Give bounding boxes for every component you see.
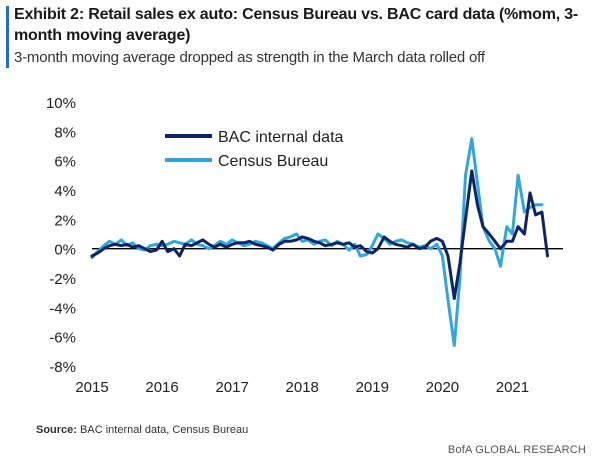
- y-tick-label: -8%: [49, 359, 76, 376]
- y-tick-label: -6%: [49, 330, 76, 347]
- y-tick-label: 2%: [54, 212, 76, 229]
- x-tick-label: 2015: [75, 379, 108, 396]
- brand-label: BofA GLOBAL RESEARCH: [447, 444, 586, 456]
- x-tick-label: 2020: [426, 379, 459, 396]
- legend-label: Census Bureau: [218, 153, 328, 170]
- x-tick-label: 2019: [356, 379, 389, 396]
- x-tick-label: 2021: [496, 379, 529, 396]
- series-layer: [90, 137, 549, 347]
- y-tick-label: 0%: [54, 242, 76, 259]
- x-tick-label: 2016: [145, 379, 178, 396]
- x-tick-label: 2017: [215, 379, 248, 396]
- title-accent-bar: [6, 6, 9, 68]
- y-tick-label: 10%: [46, 95, 76, 112]
- x-tick-label: 2018: [286, 379, 319, 396]
- legend-label: BAC internal data: [218, 129, 344, 146]
- series-line-bac: [90, 169, 549, 300]
- chart-subtitle: 3-month moving average dropped as streng…: [14, 49, 485, 66]
- chart-title: Exhibit 2: Retail sales ex auto: Census …: [14, 6, 579, 44]
- y-tick-label: 6%: [54, 154, 76, 171]
- y-tick-label: 4%: [54, 183, 76, 200]
- line-chart: -8%-6%-4%-2%0%2%4%6%8%10% 2015 2016 2017 20…: [46, 95, 563, 396]
- y-tick-label: -4%: [49, 300, 76, 317]
- y-tick-label: 8%: [54, 124, 76, 141]
- source-note: Source: BAC internal data, Census Bureau: [36, 424, 248, 436]
- source-text: BAC internal data, Census Bureau: [80, 424, 249, 436]
- y-tick-label: -2%: [49, 271, 76, 288]
- x-axis: 2015 2016 2017 2018 2019 2020 2021: [75, 379, 529, 396]
- source-label: Source:: [36, 424, 77, 436]
- y-axis: -8% -6% -4% -2% 0% 2% 4% 6% 8% 10%: [46, 95, 76, 376]
- legend: BAC internal data Census Bureau: [165, 129, 344, 170]
